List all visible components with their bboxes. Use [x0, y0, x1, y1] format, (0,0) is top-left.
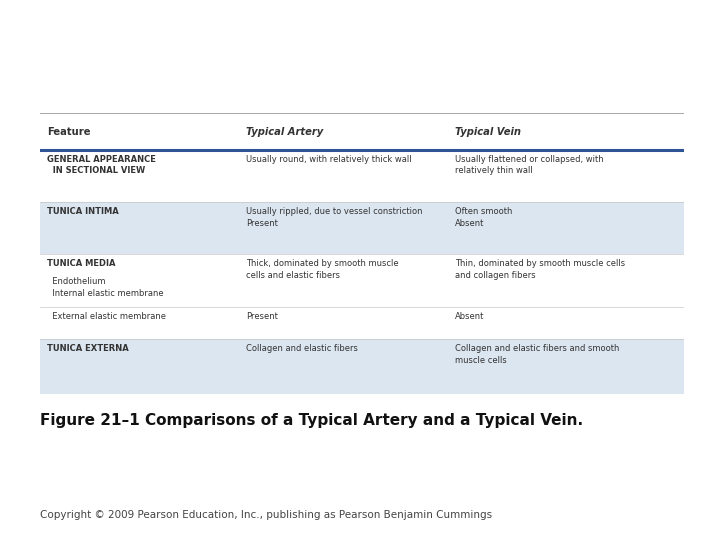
FancyBboxPatch shape	[40, 254, 684, 307]
Text: Often smooth
Absent: Often smooth Absent	[455, 207, 513, 228]
Text: TUNICA MEDIA: TUNICA MEDIA	[48, 259, 116, 268]
Text: Blood Vessels: Blood Vessels	[220, 29, 500, 63]
Text: Typical Vein: Typical Vein	[455, 127, 521, 137]
Text: Collagen and elastic fibers and smooth
muscle cells: Collagen and elastic fibers and smooth m…	[455, 344, 620, 365]
FancyBboxPatch shape	[40, 150, 684, 202]
FancyBboxPatch shape	[40, 339, 684, 394]
Text: GENERAL APPEARANCE
  IN SECTIONAL VIEW: GENERAL APPEARANCE IN SECTIONAL VIEW	[48, 155, 156, 176]
Text: Figure 21–1 Comparisons of a Typical Artery and a Typical Vein.: Figure 21–1 Comparisons of a Typical Art…	[40, 413, 582, 428]
Text: External elastic membrane: External elastic membrane	[48, 312, 166, 321]
Text: Usually rippled, due to vessel constriction
Present: Usually rippled, due to vessel constrict…	[246, 207, 423, 228]
FancyBboxPatch shape	[40, 202, 684, 254]
FancyBboxPatch shape	[40, 307, 684, 339]
Text: Present: Present	[246, 312, 278, 321]
Text: Usually round, with relatively thick wall: Usually round, with relatively thick wal…	[246, 155, 411, 164]
Text: TUNICA INTIMA: TUNICA INTIMA	[48, 207, 119, 216]
FancyBboxPatch shape	[40, 113, 684, 394]
Text: Feature: Feature	[48, 127, 91, 137]
Text: Collagen and elastic fibers: Collagen and elastic fibers	[246, 344, 358, 353]
FancyBboxPatch shape	[40, 113, 684, 150]
Text: Typical Artery: Typical Artery	[246, 127, 323, 137]
Text: Copyright © 2009 Pearson Education, Inc., publishing as Pearson Benjamin Cumming: Copyright © 2009 Pearson Education, Inc.…	[40, 510, 492, 521]
Text: Thick, dominated by smooth muscle
cells and elastic fibers: Thick, dominated by smooth muscle cells …	[246, 259, 398, 280]
Text: TUNICA EXTERNA: TUNICA EXTERNA	[48, 344, 129, 353]
Text: Absent: Absent	[455, 312, 485, 321]
Text: Usually flattened or collapsed, with
relatively thin wall: Usually flattened or collapsed, with rel…	[455, 155, 604, 176]
Text: Endothelium
  Internal elastic membrane: Endothelium Internal elastic membrane	[48, 277, 164, 298]
Text: Thin, dominated by smooth muscle cells
and collagen fibers: Thin, dominated by smooth muscle cells a…	[455, 259, 626, 280]
